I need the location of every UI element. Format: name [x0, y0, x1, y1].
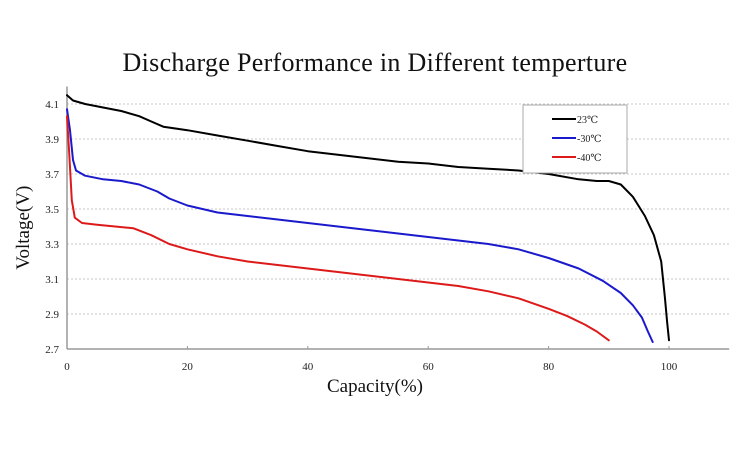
x-tick-label: 0 — [64, 361, 70, 373]
legend-label: 23℃ — [577, 115, 598, 126]
legend: 23℃ -30℃ -40℃ — [522, 104, 628, 174]
y-tick-label: 4.1 — [45, 99, 59, 111]
x-tick-label: 60 — [423, 361, 435, 373]
y-tick-labels: 2.7 2.9 3.1 3.3 3.5 3.7 3.9 4.1 — [45, 99, 59, 356]
axes — [66, 86, 730, 350]
y-tick-label: 3.3 — [45, 239, 59, 251]
x-tick-labels: 0 20 40 60 80 100 — [64, 346, 678, 373]
x-axis-label: Capacity(%) — [327, 376, 423, 397]
legend-label: -40℃ — [577, 153, 602, 164]
series-line-2 — [66, 115, 610, 342]
series-lines — [66, 94, 670, 343]
x-tick-label: 40 — [302, 361, 314, 373]
y-axis-label: Voltage(V) — [13, 186, 34, 270]
y-tick-label: 2.9 — [45, 309, 59, 321]
chart-title: Discharge Performance in Different tempe… — [122, 48, 628, 77]
y-tick-label: 3.5 — [45, 204, 59, 216]
series-line-1 — [66, 108, 654, 343]
x-tick-label: 20 — [182, 361, 194, 373]
x-tick-label: 100 — [661, 361, 678, 373]
gridlines — [67, 103, 730, 315]
y-tick-label: 3.7 — [45, 169, 59, 181]
series-line-0 — [66, 94, 670, 342]
x-tick-label: 80 — [543, 361, 555, 373]
y-tick-label: 2.7 — [45, 344, 59, 356]
y-tick-label: 3.1 — [45, 274, 59, 286]
legend-label: -30℃ — [577, 134, 602, 145]
y-tick-label: 3.9 — [45, 134, 59, 146]
